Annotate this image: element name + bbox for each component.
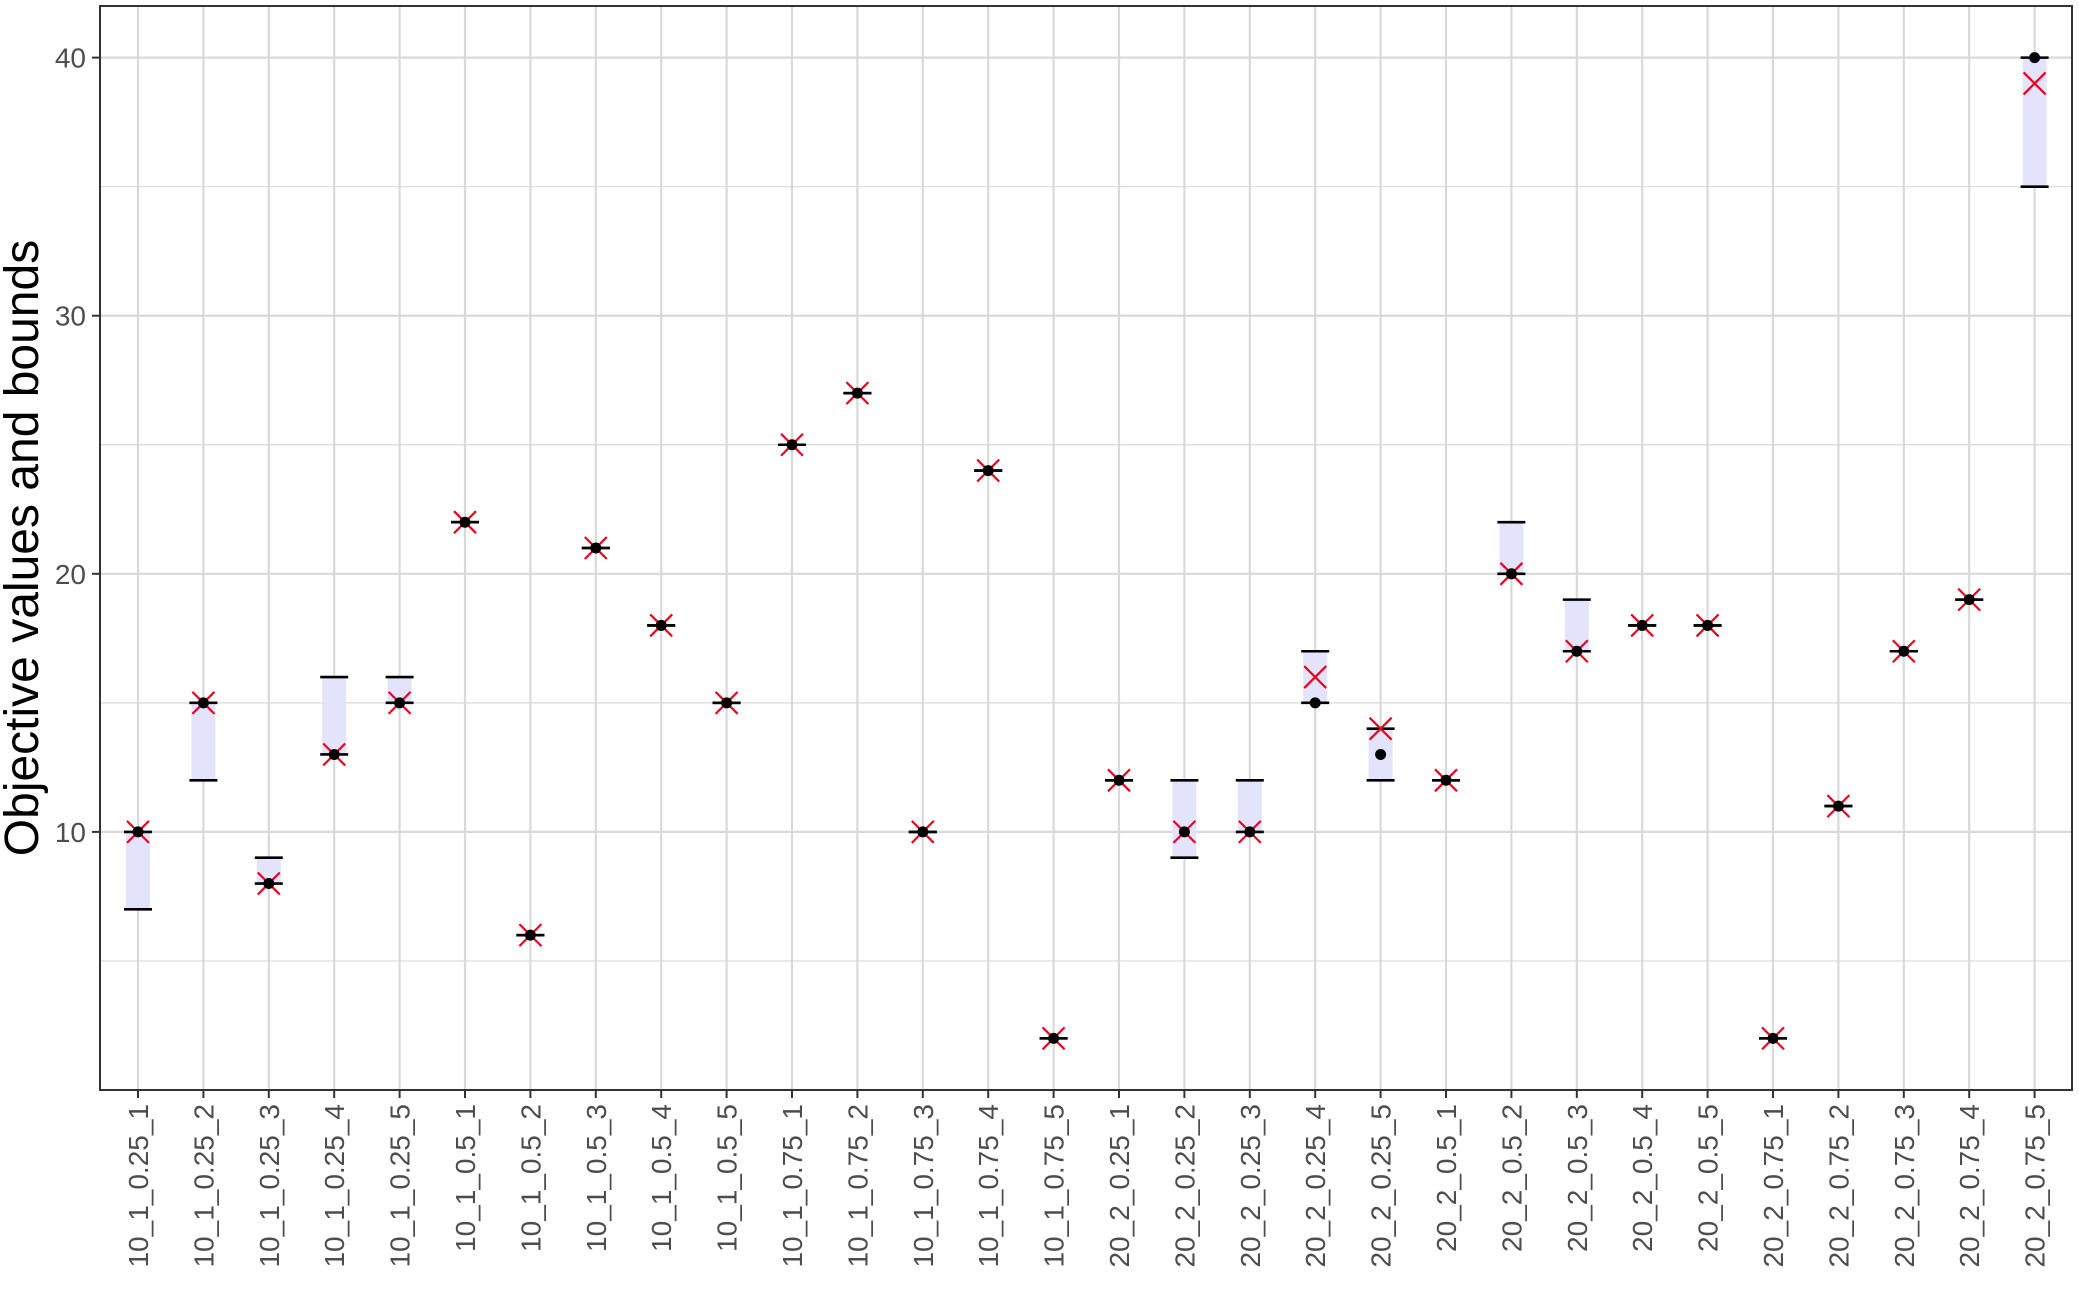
cross-marker: [1368, 716, 1393, 741]
y-axis-ticks: 10 20 30 40: [55, 43, 100, 848]
value-point: [1832, 800, 1844, 812]
cross-markers: [126, 71, 2047, 1051]
x-tick-label: 10_1_0.5_3: [581, 1104, 612, 1252]
value-point: [2029, 52, 2041, 64]
value-point: [1898, 645, 1910, 657]
value-point: [982, 465, 994, 477]
value-point: [1048, 1032, 1060, 1044]
bound-band: [322, 677, 347, 755]
cross-stroke-b: [2022, 71, 2047, 96]
x-tick-label: 10_1_0.75_5: [1039, 1104, 1070, 1268]
x-tick-label: 10_1_0.5_2: [515, 1104, 546, 1252]
value-point: [1571, 645, 1583, 657]
value-point: [786, 439, 798, 451]
value-point: [655, 619, 667, 631]
x-axis-ticks: 10_1_0.25_1 10_1_0.25_2 10_1_0.25_3 10_1_0.…: [123, 1090, 2051, 1268]
x-tick-label: 10_1_0.25_5: [385, 1104, 416, 1268]
x-tick-label: 10_1_0.25_1: [123, 1104, 154, 1268]
x-tick-label: 20_2_0.75_2: [1823, 1104, 1854, 1268]
x-tick-label: 10_1_0.5_1: [450, 1104, 481, 1252]
x-tick-label: 10_1_0.75_2: [842, 1104, 873, 1268]
y-tick-label: 20: [55, 559, 86, 590]
x-tick-label: 20_2_0.25_2: [1169, 1104, 1200, 1268]
x-tick-label: 20_2_0.25_1: [1104, 1104, 1135, 1268]
x-tick-label: 10_1_0.25_3: [254, 1104, 285, 1268]
bound-band: [126, 831, 150, 910]
value-point: [1440, 774, 1452, 786]
bound-band: [2022, 57, 2047, 187]
value-point: [459, 516, 471, 528]
value-point: [1375, 748, 1387, 760]
y-axis-label: Objective values and bounds: [0, 240, 49, 856]
y-tick-label: 10: [55, 817, 86, 848]
y-tick-label: 30: [55, 301, 86, 332]
cross-marker: [1303, 665, 1327, 689]
value-point: [1636, 619, 1648, 631]
x-tick-label: 20_2_0.25_4: [1300, 1104, 1331, 1268]
x-tick-label: 20_2_0.25_5: [1366, 1104, 1397, 1268]
value-point: [1505, 568, 1517, 580]
cross-stroke-b: [1368, 716, 1393, 741]
value-point: [1702, 619, 1714, 631]
y-tick-label: 40: [55, 43, 86, 74]
value-point: [917, 826, 929, 838]
value-points: [132, 52, 2041, 1044]
value-point: [1244, 826, 1256, 838]
x-tick-label: 20_2_0.75_1: [1758, 1104, 1789, 1268]
cross-marker: [2022, 71, 2047, 96]
x-tick-label: 20_2_0.25_3: [1235, 1104, 1266, 1268]
grid-layer: [100, 6, 2072, 1090]
panel-border: [99, 5, 2073, 1091]
x-tick-label: 20_2_0.75_5: [2020, 1104, 2051, 1268]
value-point: [590, 542, 602, 554]
bound-band: [191, 702, 216, 781]
value-point: [394, 697, 406, 709]
value-point: [328, 748, 340, 760]
cross-stroke-b: [1303, 665, 1327, 689]
bound-bands: [126, 57, 2047, 910]
x-tick-label: 10_1_0.75_4: [973, 1104, 1004, 1268]
value-point: [1113, 774, 1125, 786]
x-tick-label: 20_2_0.5_1: [1431, 1104, 1462, 1252]
value-point: [524, 929, 536, 941]
value-point: [851, 387, 863, 399]
value-point: [1767, 1032, 1779, 1044]
value-point: [1178, 826, 1190, 838]
x-tick-label: 20_2_0.75_3: [1889, 1104, 1920, 1268]
x-tick-label: 10_1_0.25_2: [188, 1104, 219, 1268]
x-tick-label: 10_1_0.75_3: [908, 1104, 939, 1268]
value-point: [263, 878, 275, 890]
x-tick-label: 20_2_0.5_2: [1496, 1104, 1527, 1252]
x-tick-label: 10_1_0.25_4: [319, 1104, 350, 1268]
x-tick-label: 10_1_0.5_4: [646, 1104, 677, 1252]
value-point: [197, 697, 209, 709]
x-tick-label: 20_2_0.5_3: [1562, 1104, 1593, 1252]
value-point: [721, 697, 733, 709]
x-tick-label: 10_1_0.5_5: [712, 1104, 743, 1252]
bound-band: [1172, 780, 1197, 858]
value-point: [1963, 594, 1975, 606]
value-point: [132, 826, 144, 838]
x-tick-label: 20_2_0.5_5: [1693, 1104, 1724, 1252]
value-point: [1309, 697, 1321, 709]
bound-lines: [124, 56, 2049, 1040]
x-tick-label: 20_2_0.5_4: [1627, 1104, 1658, 1252]
x-tick-label: 20_2_0.75_4: [1954, 1104, 1985, 1268]
x-tick-label: 10_1_0.75_1: [777, 1104, 808, 1268]
